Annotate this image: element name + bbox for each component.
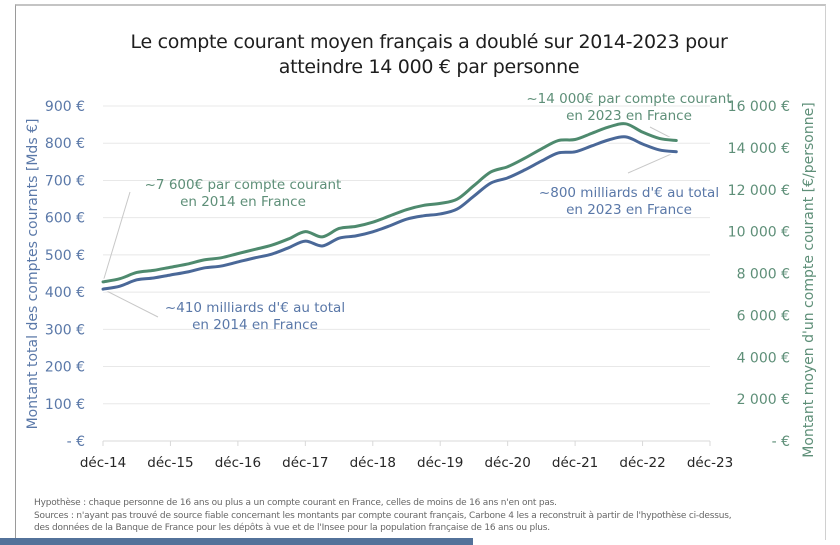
y-right-tick-label: 14 000 € bbox=[728, 141, 790, 157]
y-left-tick-label: 200 € bbox=[45, 360, 85, 376]
y-left-tick-label: 100 € bbox=[45, 397, 85, 413]
x-tick-label: déc-18 bbox=[350, 455, 396, 471]
y-left-tick-label: 400 € bbox=[45, 285, 85, 301]
annotation-text: en 2023 en France bbox=[566, 202, 692, 218]
y-right-tick-label: 16 000 € bbox=[728, 99, 790, 115]
x-tick-label: déc-19 bbox=[417, 455, 463, 471]
annotation-leader-lines bbox=[102, 126, 677, 318]
x-tick-label: déc-21 bbox=[552, 455, 598, 471]
y-left-tick-label: 700 € bbox=[45, 173, 85, 189]
annotation-text: ~7 600€ par compte courant bbox=[145, 177, 342, 193]
annotation-leader-line bbox=[627, 151, 677, 174]
annotation-text: ~14 000€ par compte courant bbox=[526, 91, 731, 107]
chart-title-line-1: Le compte courant moyen français a doubl… bbox=[130, 31, 728, 53]
x-tick-label: déc-22 bbox=[619, 455, 665, 471]
annotation-leader-line bbox=[102, 191, 131, 283]
y-left-tick-label: - € bbox=[67, 434, 85, 450]
series-line-average bbox=[101, 122, 678, 284]
y-axis-right-title: Montant moyen d'un compte courant [€/per… bbox=[801, 102, 817, 457]
hypothesis-note: Hypothèse : chaque personne de 16 ans ou… bbox=[34, 498, 557, 508]
x-tick-label: déc-20 bbox=[484, 455, 530, 471]
annotation-text: en 2023 en France bbox=[566, 108, 692, 124]
series-lines bbox=[100, 120, 680, 293]
y-right-tick-label: 2 000 € bbox=[737, 392, 790, 408]
sources-note-line-2: des données de la Banque de France pour … bbox=[34, 523, 550, 533]
bottom-bar bbox=[0, 538, 473, 545]
annotation-text: ~800 milliards d'€ au total bbox=[539, 185, 719, 201]
annotation-text: en 2014 en France bbox=[192, 317, 318, 333]
y-right-tick-label: 4 000 € bbox=[737, 350, 790, 366]
y-axis-left-title: Montant total des comptes courants [Mds … bbox=[25, 119, 41, 430]
x-tick-label: déc-23 bbox=[687, 455, 733, 471]
x-tick-label: déc-14 bbox=[80, 455, 126, 471]
annotation-leader-line bbox=[102, 288, 159, 318]
y-left-tick-label: 500 € bbox=[45, 248, 85, 264]
y-axis-right-ticks: - € 2 000 € 4 000 € 6 000 € 8 000 € 10 000 € 1… bbox=[728, 99, 790, 450]
chart-title: Le compte courant moyen français a doubl… bbox=[0, 30, 840, 80]
annotation-text: en 2014 en France bbox=[180, 194, 306, 210]
chart-title-line-2: atteindre 14 000 € par personne bbox=[278, 56, 580, 78]
y-left-tick-label: 300 € bbox=[45, 322, 85, 338]
y-left-tick-label: 900 € bbox=[45, 99, 85, 115]
gridlines bbox=[103, 105, 710, 442]
sources-note-line-1: Sources : n'ayant pas trouvé de source f… bbox=[34, 511, 732, 521]
x-tick-label: déc-15 bbox=[147, 455, 193, 471]
y-left-tick-label: 800 € bbox=[45, 136, 85, 152]
y-right-tick-label: 12 000 € bbox=[728, 183, 790, 199]
y-right-tick-label: 6 000 € bbox=[737, 308, 790, 324]
annotation-text: ~410 milliards d'€ au total bbox=[165, 300, 345, 316]
x-axis-ticks: déc-14 déc-15 déc-16 déc-17 déc-18 déc-19 déc-… bbox=[80, 441, 733, 471]
y-left-tick-label: 600 € bbox=[45, 211, 85, 227]
y-right-tick-label: - € bbox=[772, 434, 790, 450]
x-tick-label: déc-16 bbox=[215, 455, 261, 471]
series-line-total bbox=[101, 135, 678, 291]
y-axis-left-ticks: - € 100 € 200 € 300 € 400 € 500 € 600 € 700 € 80… bbox=[45, 99, 85, 450]
y-right-tick-label: 8 000 € bbox=[737, 267, 790, 283]
y-right-tick-label: 10 000 € bbox=[728, 225, 790, 241]
x-tick-label: déc-17 bbox=[282, 455, 328, 471]
